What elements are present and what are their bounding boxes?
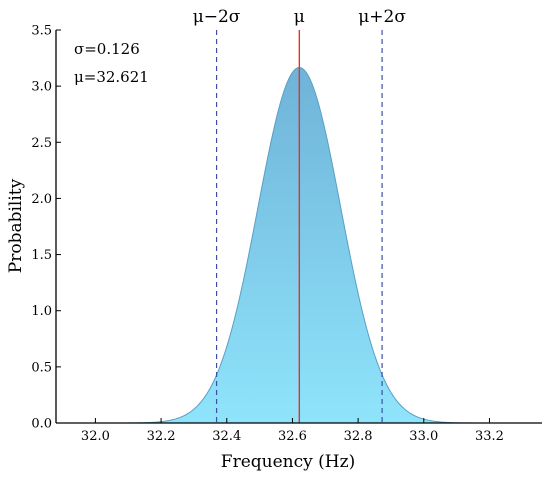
x-tick-label-2: 32.4 <box>212 429 241 444</box>
y-tick-label-4: 2.0 <box>31 192 52 207</box>
x-tick-label-4: 32.8 <box>344 429 373 444</box>
y-tick-label-5: 2.5 <box>31 136 52 151</box>
mu-annotation: μ=32.621 <box>74 68 149 86</box>
marker-label-1: μ <box>294 7 305 27</box>
y-tick-label-3: 1.5 <box>31 248 52 263</box>
sigma-annotation: σ=0.126 <box>74 40 140 58</box>
x-tick-label-1: 32.2 <box>147 429 176 444</box>
x-tick-label-3: 32.6 <box>278 429 307 444</box>
x-tick-label-6: 33.2 <box>475 429 504 444</box>
marker-label-2: μ+2σ <box>358 7 406 27</box>
axes <box>55 30 542 424</box>
y-axis-label: Probability <box>6 178 26 273</box>
marker-layer: μ−2σ μ μ+2σ <box>193 7 406 423</box>
y-tick-label-2: 1.0 <box>31 304 52 319</box>
y-tick-label-7: 3.5 <box>31 24 52 39</box>
y-tick-label-6: 3.0 <box>31 80 52 95</box>
x-tick-label-0: 32.0 <box>81 429 110 444</box>
y-tick-label-0: 0.0 <box>31 417 52 432</box>
x-tick-label-5: 33.0 <box>409 429 438 444</box>
y-tick-label-1: 0.5 <box>31 360 52 375</box>
marker-label-0: μ−2σ <box>193 7 241 27</box>
ticks: 32.0 32.2 32.4 32.6 32.8 33.0 33.2 0.0 0.5 1.0 1.5… <box>31 24 504 445</box>
x-axis-label: Frequency (Hz) <box>221 452 355 472</box>
